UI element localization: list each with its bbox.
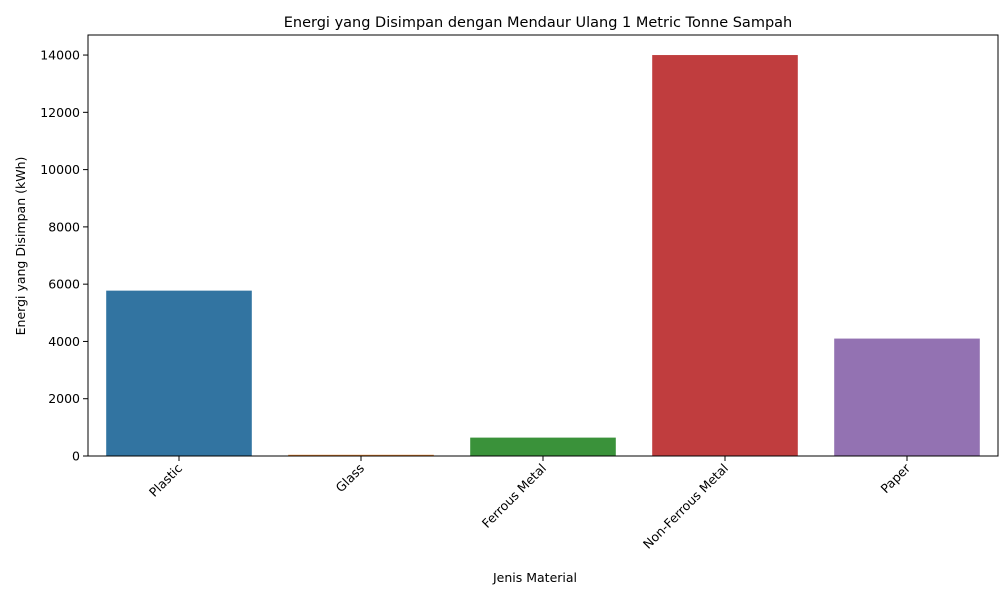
y-tick-label: 2000 <box>48 391 80 406</box>
plot-frame <box>87 34 999 457</box>
y-tick-label: 0 <box>72 449 80 464</box>
y-axis-ticks: 0 2000 4000 6000 8000 10000 12000 14000 <box>40 48 88 464</box>
y-tick-label: 4000 <box>48 334 80 349</box>
bar-non-ferrous-metal <box>652 55 798 457</box>
bar-paper <box>834 338 980 456</box>
x-tick-label: Non-Ferrous Metal <box>640 461 731 552</box>
x-tick-label: Glass <box>333 461 368 496</box>
x-axis-label: Jenis Material <box>492 570 577 585</box>
y-tick-label: 12000 <box>40 105 80 120</box>
x-axis-ticks: Plastic Glass Ferrous Metal Non-Ferrous Met… <box>146 456 914 552</box>
y-tick-label: 10000 <box>40 162 80 177</box>
bar-ferrous-metal <box>470 437 616 456</box>
bar-plastic <box>106 290 252 456</box>
y-tick-label: 6000 <box>48 277 80 292</box>
y-tick-label: 14000 <box>40 48 80 63</box>
x-tick-label: Paper <box>877 460 913 496</box>
y-axis-label: Energi yang Disimpan (kWh) <box>13 157 28 336</box>
chart-title: Energi yang Disimpan dengan Mendaur Ulan… <box>284 15 792 31</box>
x-tick-label: Plastic <box>146 460 185 499</box>
bars-layer <box>106 55 980 457</box>
bar-glass <box>288 454 434 456</box>
y-tick-label: 8000 <box>48 219 80 234</box>
x-tick-label: Ferrous Metal <box>479 461 549 531</box>
